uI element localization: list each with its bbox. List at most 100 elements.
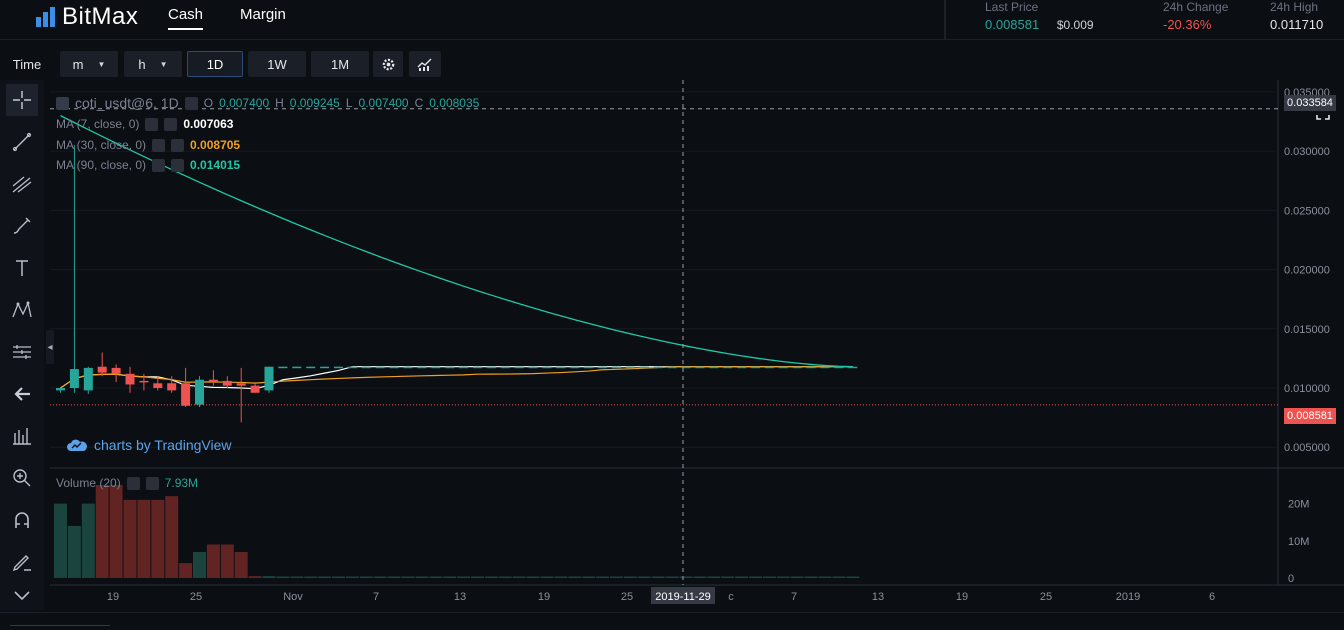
candle-body [222, 380, 232, 386]
volume-bar [318, 576, 332, 578]
ma30-value: 0.008705 [190, 138, 241, 152]
ma7-legend[interactable]: MA (7, close, 0) 0.007063 [56, 117, 233, 131]
close-icon[interactable] [171, 158, 185, 172]
settings-icon[interactable] [152, 138, 166, 152]
zoom-in-icon [13, 469, 31, 487]
price-tick-label: 0.015000 [1284, 324, 1330, 336]
ma90-line [60, 115, 853, 368]
candle-body [486, 366, 496, 369]
ma30-line [60, 366, 853, 389]
settings-icon[interactable] [126, 476, 140, 490]
brush-tool[interactable] [6, 210, 38, 242]
time-tick-label: 19 [538, 591, 550, 603]
volume-tick-label: 0 [1288, 573, 1294, 585]
text-tool[interactable] [6, 252, 38, 284]
high-label: H [275, 96, 284, 110]
logo-icon [36, 7, 56, 27]
volume-bar [137, 499, 151, 578]
minute-label: m [72, 56, 84, 72]
nav-margin[interactable]: Margin [240, 6, 286, 23]
change-value: -20.36% [1163, 17, 1212, 32]
measure-tool[interactable] [6, 336, 38, 368]
ma90-legend[interactable]: MA (90, close, 0) 0.014015 [56, 158, 240, 172]
visibility-icon[interactable] [184, 96, 198, 110]
volume-bar [373, 576, 387, 578]
volume-bar [749, 576, 762, 578]
volume-bar [415, 576, 429, 578]
last-price-value: 0.008581 [985, 17, 1040, 32]
volume-bar [123, 499, 137, 578]
crosshair-price-tag: 0.033584 [1284, 95, 1336, 111]
candle-body [292, 366, 302, 369]
close-icon[interactable] [171, 138, 185, 152]
candle-body [153, 383, 163, 389]
fib-tool[interactable] [6, 168, 38, 200]
candle-body [834, 366, 844, 369]
volume-bar [846, 576, 860, 578]
candle-body [334, 366, 343, 369]
tradingview-badge[interactable]: charts by TradingView [66, 437, 231, 453]
trend-line-tool[interactable] [6, 126, 38, 158]
time-tick-label: 13 [872, 591, 884, 603]
ma30-legend[interactable]: MA (30, close, 0) 0.008705 [56, 138, 240, 152]
indicator-tool[interactable] [6, 420, 38, 452]
settings-button[interactable] [373, 51, 403, 77]
settings-icon[interactable] [145, 117, 159, 131]
pencil-lock-icon [12, 555, 31, 572]
pattern-tool[interactable] [6, 294, 38, 326]
bars-icon [13, 428, 31, 445]
collapse-toolbar-icon[interactable]: ◂ [46, 330, 54, 364]
collapse-icon[interactable] [56, 96, 69, 110]
high-stat: 24h High 0.011710 [1270, 0, 1323, 32]
time-button[interactable]: Time [12, 56, 42, 72]
volume-bar [735, 576, 749, 578]
interval-1d-button[interactable]: 1D [187, 51, 243, 77]
magnet-tool[interactable] [6, 504, 38, 536]
ma90-value: 0.014015 [190, 158, 241, 172]
nav-cash[interactable]: Cash [168, 6, 204, 30]
candle-body [639, 366, 649, 369]
time-tick-label: 25 [621, 591, 633, 603]
last-price-label: Last Price [985, 0, 1039, 14]
volume-bar [290, 576, 304, 578]
back-tool[interactable] [6, 378, 38, 410]
candle-body [417, 366, 427, 369]
ma7-line [60, 366, 853, 390]
volume-bar [471, 576, 484, 578]
volume-legend[interactable]: Volume (20) 7.93M [56, 476, 198, 490]
logo[interactable]: BitMax [36, 3, 138, 31]
ma7-label: MA (7, close, 0) [56, 117, 140, 131]
candle-body [820, 366, 830, 369]
candle-body [208, 379, 218, 382]
volume-bar [776, 576, 790, 578]
volume-bar [151, 499, 165, 578]
lock-drawing-tool[interactable] [6, 546, 38, 578]
close-icon[interactable] [164, 117, 178, 131]
candle-body [375, 366, 385, 369]
candle-body [125, 373, 135, 385]
bottom-tab[interactable] [10, 625, 110, 630]
bottom-panel [0, 612, 1344, 630]
high-label: 24h High [1270, 0, 1319, 14]
settings-icon[interactable] [152, 158, 166, 172]
more-tools[interactable] [6, 584, 38, 608]
hour-select[interactable]: h ▼ [124, 51, 182, 77]
chart-area[interactable]: 0.035000 0.030000 0.025000 0.020000 0.015000… [50, 80, 1344, 610]
interval-1m-button[interactable]: 1M [311, 51, 369, 77]
minute-select[interactable]: m ▼ [60, 51, 118, 77]
last-price-stat: Last Price 0.008581 $0.009 [985, 0, 1094, 32]
close-label: C [414, 96, 424, 110]
candle-body [764, 366, 774, 369]
chevron-down-icon [14, 591, 30, 601]
symbol-name: coti_usdt@6, 1D [75, 95, 179, 111]
price-chart[interactable]: 0.0350000.0300000.0250000.0200000.015000… [50, 80, 1344, 610]
crosshair-tool[interactable] [6, 84, 38, 116]
chart-style-button[interactable] [409, 51, 441, 77]
candle-body [83, 367, 93, 391]
interval-1w-button[interactable]: 1W [248, 51, 306, 77]
symbol-legend[interactable]: coti_usdt@6, 1D O 0.007400 H 0.009245 L 0.0… [56, 95, 479, 111]
close-icon[interactable] [145, 476, 159, 490]
zoom-tool[interactable] [6, 462, 38, 494]
volume-bar [220, 544, 234, 578]
trend-line-icon [12, 132, 32, 152]
